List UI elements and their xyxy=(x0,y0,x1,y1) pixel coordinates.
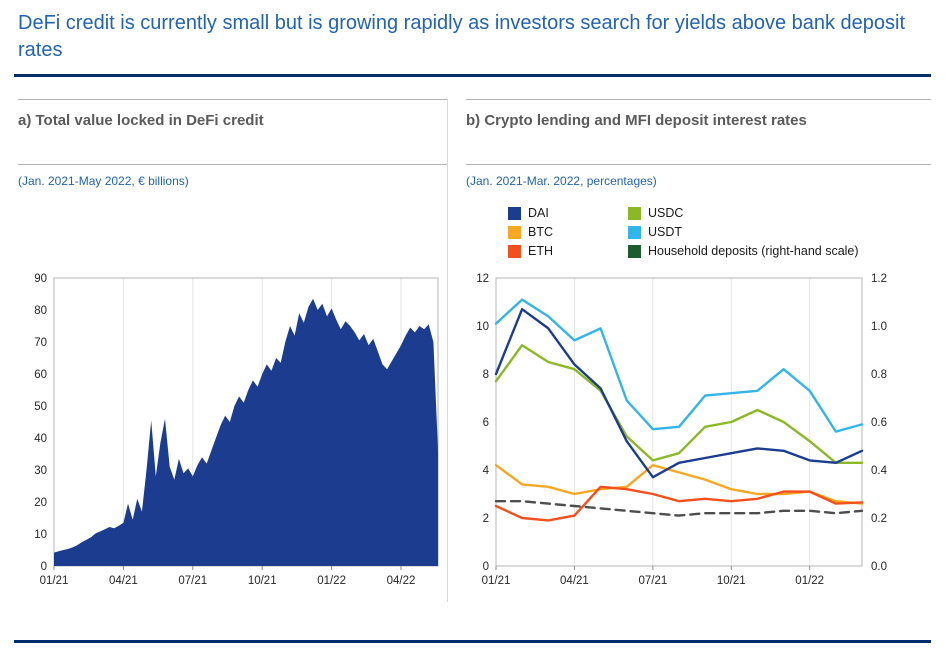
svg-text:04/22: 04/22 xyxy=(387,575,416,587)
series-line-usdc xyxy=(494,343,864,465)
panel-b: b) Crypto lending and MFI deposit intere… xyxy=(447,99,931,602)
svg-text:2: 2 xyxy=(483,513,489,525)
svg-text:01/22: 01/22 xyxy=(795,575,824,587)
series-line-eth xyxy=(494,485,864,522)
svg-text:0.6: 0.6 xyxy=(871,417,887,429)
svg-text:0: 0 xyxy=(41,561,47,573)
panel-b-header: b) Crypto lending and MFI deposit intere… xyxy=(466,99,931,165)
svg-text:10/21: 10/21 xyxy=(717,575,746,587)
svg-text:0.8: 0.8 xyxy=(871,369,887,381)
svg-text:70: 70 xyxy=(34,337,47,349)
series-line-household-deposits-right-hand-scale xyxy=(494,499,864,517)
series-line-btc xyxy=(494,463,864,505)
panel-b-title: b) Crypto lending and MFI deposit intere… xyxy=(466,112,807,129)
legend-label: DAI xyxy=(528,206,549,220)
legend-swatch-icon xyxy=(628,245,641,258)
panel-a-subtitle: (Jan. 2021-May 2022, € billions) xyxy=(18,174,189,188)
svg-text:8: 8 xyxy=(483,369,489,381)
legend-column: USDC USDT Household deposits (right-hand s… xyxy=(628,207,859,258)
legend-item: USDT xyxy=(628,226,859,239)
rates-lines-svg: 01/21 04/21 07/21 10/21 01/22 0 2 4 6 8 10 12 0.0 0.2… xyxy=(476,273,888,587)
svg-text:10/21: 10/21 xyxy=(248,575,277,587)
legend-item: DAI xyxy=(508,207,600,220)
svg-text:60: 60 xyxy=(34,369,47,381)
panels-row: a) Total value locked in DeFi credit (Ja… xyxy=(14,99,931,602)
tvl-area-svg: 01/21 04/21 07/21 10/21 01/22 04/22 0 10 20 30 40 5… xyxy=(34,273,439,587)
legend-column: DAI BTC ETH xyxy=(508,207,600,258)
svg-text:1.2: 1.2 xyxy=(871,273,887,285)
legend-swatch-icon xyxy=(508,207,521,220)
legend-label: ETH xyxy=(528,244,553,258)
figure-title: DeFi credit is currently small but is gr… xyxy=(18,12,906,61)
svg-text:04/21: 04/21 xyxy=(560,575,589,587)
legend-label: USDT xyxy=(648,225,683,239)
rates-line-chart: 01/21 04/21 07/21 10/21 01/22 0 2 4 6 8 10 12 0.0 0.2… xyxy=(466,270,931,602)
bottom-rule xyxy=(14,640,931,643)
panel-b-subtitle: (Jan. 2021-Mar. 2022, percentages) xyxy=(466,174,657,188)
panel-a-title: a) Total value locked in DeFi credit xyxy=(18,112,264,129)
legend: DAI BTC ETH USDC USDT Household deposits (rig… xyxy=(508,207,931,258)
tvl-area-chart: 01/21 04/21 07/21 10/21 01/22 04/22 0 10 20 30 40 5… xyxy=(18,270,447,602)
legend-label: BTC xyxy=(528,225,553,239)
svg-text:50: 50 xyxy=(34,401,47,413)
panel-a-header: a) Total value locked in DeFi credit xyxy=(18,99,447,165)
series-line-dai xyxy=(494,308,864,479)
legend-label: USDC xyxy=(648,206,684,220)
svg-text:01/21: 01/21 xyxy=(482,575,511,587)
svg-text:07/21: 07/21 xyxy=(638,575,667,587)
svg-text:12: 12 xyxy=(476,273,489,285)
svg-text:30: 30 xyxy=(34,465,47,477)
svg-text:0.0: 0.0 xyxy=(871,561,887,573)
legend-item: Household deposits (right-hand scale) xyxy=(628,245,859,258)
panel-a: a) Total value locked in DeFi credit (Ja… xyxy=(14,99,447,602)
legend-swatch-icon xyxy=(508,245,521,258)
svg-text:04/21: 04/21 xyxy=(109,575,138,587)
top-rule xyxy=(14,74,931,77)
svg-text:80: 80 xyxy=(34,305,47,317)
svg-text:0: 0 xyxy=(483,561,489,573)
svg-text:10: 10 xyxy=(476,321,489,333)
svg-text:20: 20 xyxy=(34,497,47,509)
svg-text:10: 10 xyxy=(34,529,47,541)
legend-swatch-icon xyxy=(508,226,521,239)
svg-text:01/21: 01/21 xyxy=(40,575,69,587)
legend-swatch-icon xyxy=(628,226,641,239)
svg-text:01/22: 01/22 xyxy=(317,575,346,587)
tvl-area-shape xyxy=(54,298,438,566)
svg-text:1.0: 1.0 xyxy=(871,321,887,333)
legend-item: ETH xyxy=(508,245,600,258)
svg-text:4: 4 xyxy=(483,465,490,477)
svg-text:0.4: 0.4 xyxy=(871,465,888,477)
svg-text:40: 40 xyxy=(34,433,47,445)
series-line-usdt xyxy=(494,298,864,433)
legend-item: USDC xyxy=(628,207,859,220)
legend-item: BTC xyxy=(508,226,600,239)
svg-text:90: 90 xyxy=(34,273,47,285)
legend-label: Household deposits (right-hand scale) xyxy=(648,244,859,258)
svg-text:07/21: 07/21 xyxy=(178,575,207,587)
svg-text:6: 6 xyxy=(483,417,489,429)
svg-text:0.2: 0.2 xyxy=(871,513,887,525)
legend-swatch-icon xyxy=(628,207,641,220)
